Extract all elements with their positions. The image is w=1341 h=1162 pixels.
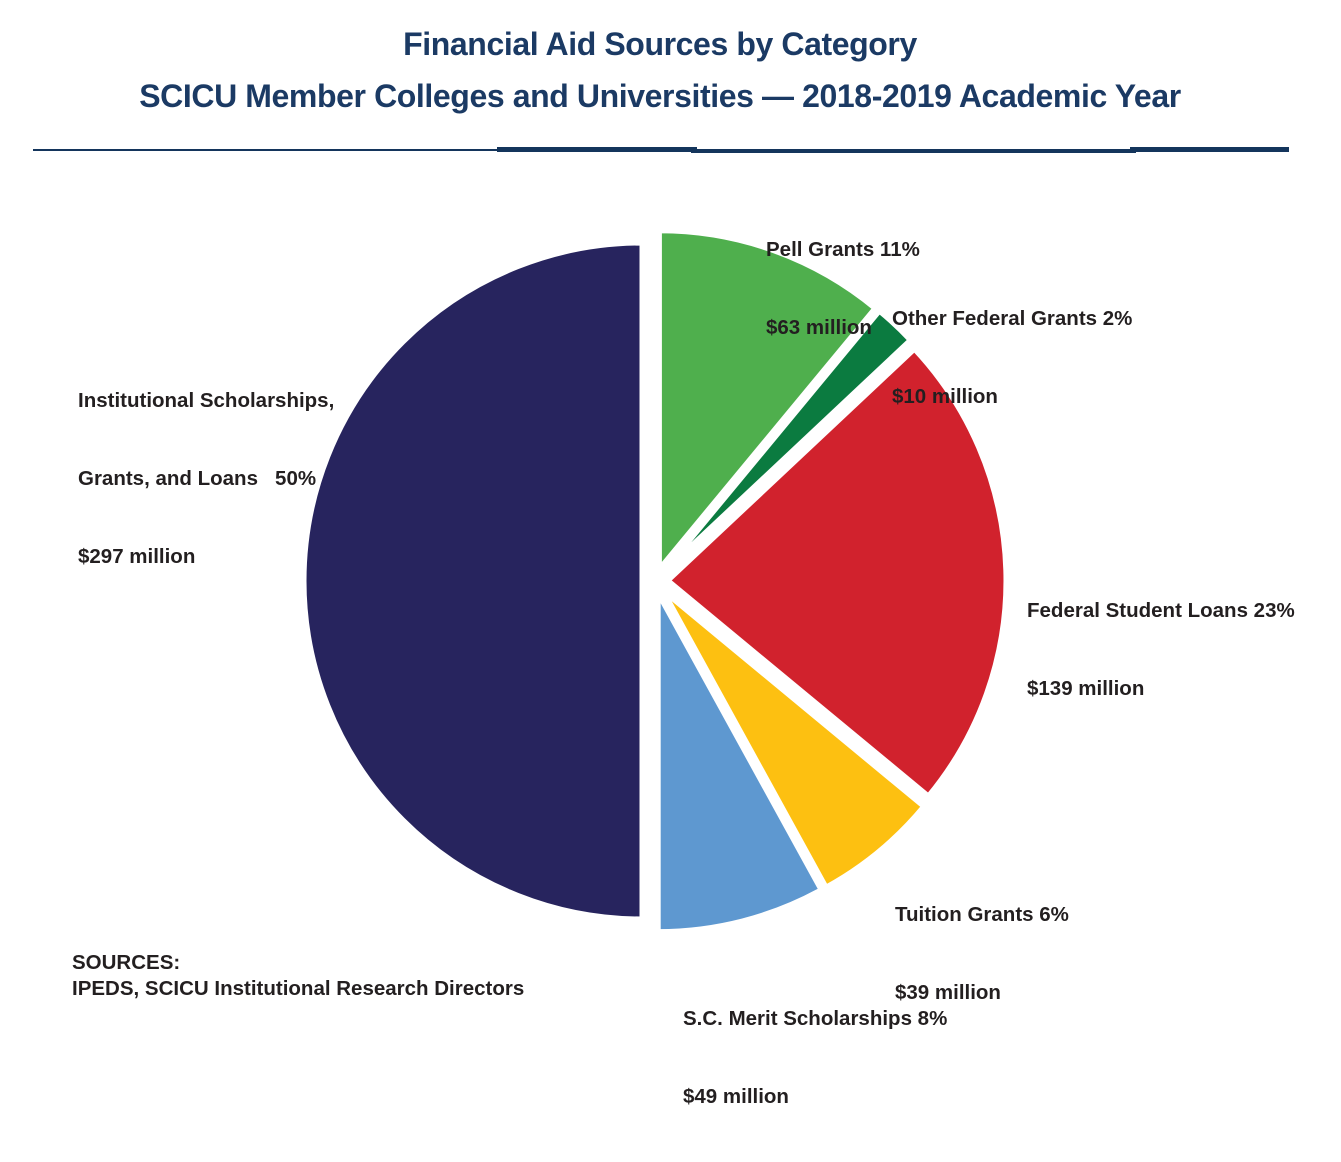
- pie-slice-sc-merit-scholarships: [655, 591, 824, 935]
- callout-label: S.C. Merit Scholarships 8%: [683, 1007, 948, 1030]
- pie-slice-federal-student-loans: [665, 346, 1009, 799]
- pie-slice-pell-grants: [656, 228, 878, 572]
- title-line-1: Financial Aid Sources by Category: [403, 26, 917, 62]
- sources-detail: IPEDS, SCICU Institutional Research Dire…: [72, 977, 525, 1000]
- callout-other-federal-grants: Other Federal Grants 2% $10 million: [892, 254, 1132, 462]
- callout-label: Other Federal Grants 2%: [892, 307, 1133, 330]
- callout-tuition-grants: Tuition Grants 6% $39 million: [895, 850, 1069, 1058]
- title-rule-segment: [1130, 147, 1289, 152]
- callout-value: $297 million: [78, 545, 196, 568]
- callout-federal-student-loans: Federal Student Loans 23% $139 million: [1027, 546, 1295, 754]
- title-line-2: SCICU Member Colleges and Universities —…: [139, 78, 1181, 114]
- callout-label: Institutional Scholarships,: [78, 389, 335, 412]
- sources-heading: SOURCES:: [72, 951, 181, 974]
- callout-value: $49 million: [683, 1085, 789, 1108]
- callout-value: $63 million: [766, 316, 872, 339]
- callout-label: Pell Grants 11%: [766, 238, 920, 261]
- callout-pell-grants: Pell Grants 11% $63 million: [766, 185, 920, 393]
- callout-sc-merit-scholarships: S.C. Merit Scholarships 8% $49 million: [683, 954, 947, 1162]
- callout-value: $139 million: [1027, 677, 1145, 700]
- callout-label: Tuition Grants 6%: [895, 903, 1069, 926]
- callout-value: $10 million: [892, 385, 998, 408]
- callout-value: $39 million: [895, 981, 1001, 1004]
- title-rule-segment: [497, 147, 697, 152]
- pie-chart: [301, 228, 1009, 935]
- pie-slice-institutional-scholarships-grants-loans: [301, 240, 645, 922]
- title-rule: [33, 147, 1289, 155]
- callout-label: Federal Student Loans 23%: [1027, 599, 1295, 622]
- callout-label-2: Grants, and Loans 50%: [78, 467, 317, 490]
- title-rule-segment: [33, 149, 503, 151]
- pie-slice-tuition-grants: [660, 588, 927, 890]
- page-title: Financial Aid Sources by Category SCICU …: [0, 18, 1320, 122]
- chart-page: Financial Aid Sources by Category SCICU …: [0, 18, 1320, 1108]
- title-rule-segment: [691, 149, 1136, 153]
- pie-slice-other-federal-grants: [661, 308, 913, 574]
- sources-note: SOURCES: IPEDS, SCICU Institutional Rese…: [72, 950, 524, 1002]
- callout-institutional-scholarships: Institutional Scholarships, Grants, and …: [78, 336, 334, 622]
